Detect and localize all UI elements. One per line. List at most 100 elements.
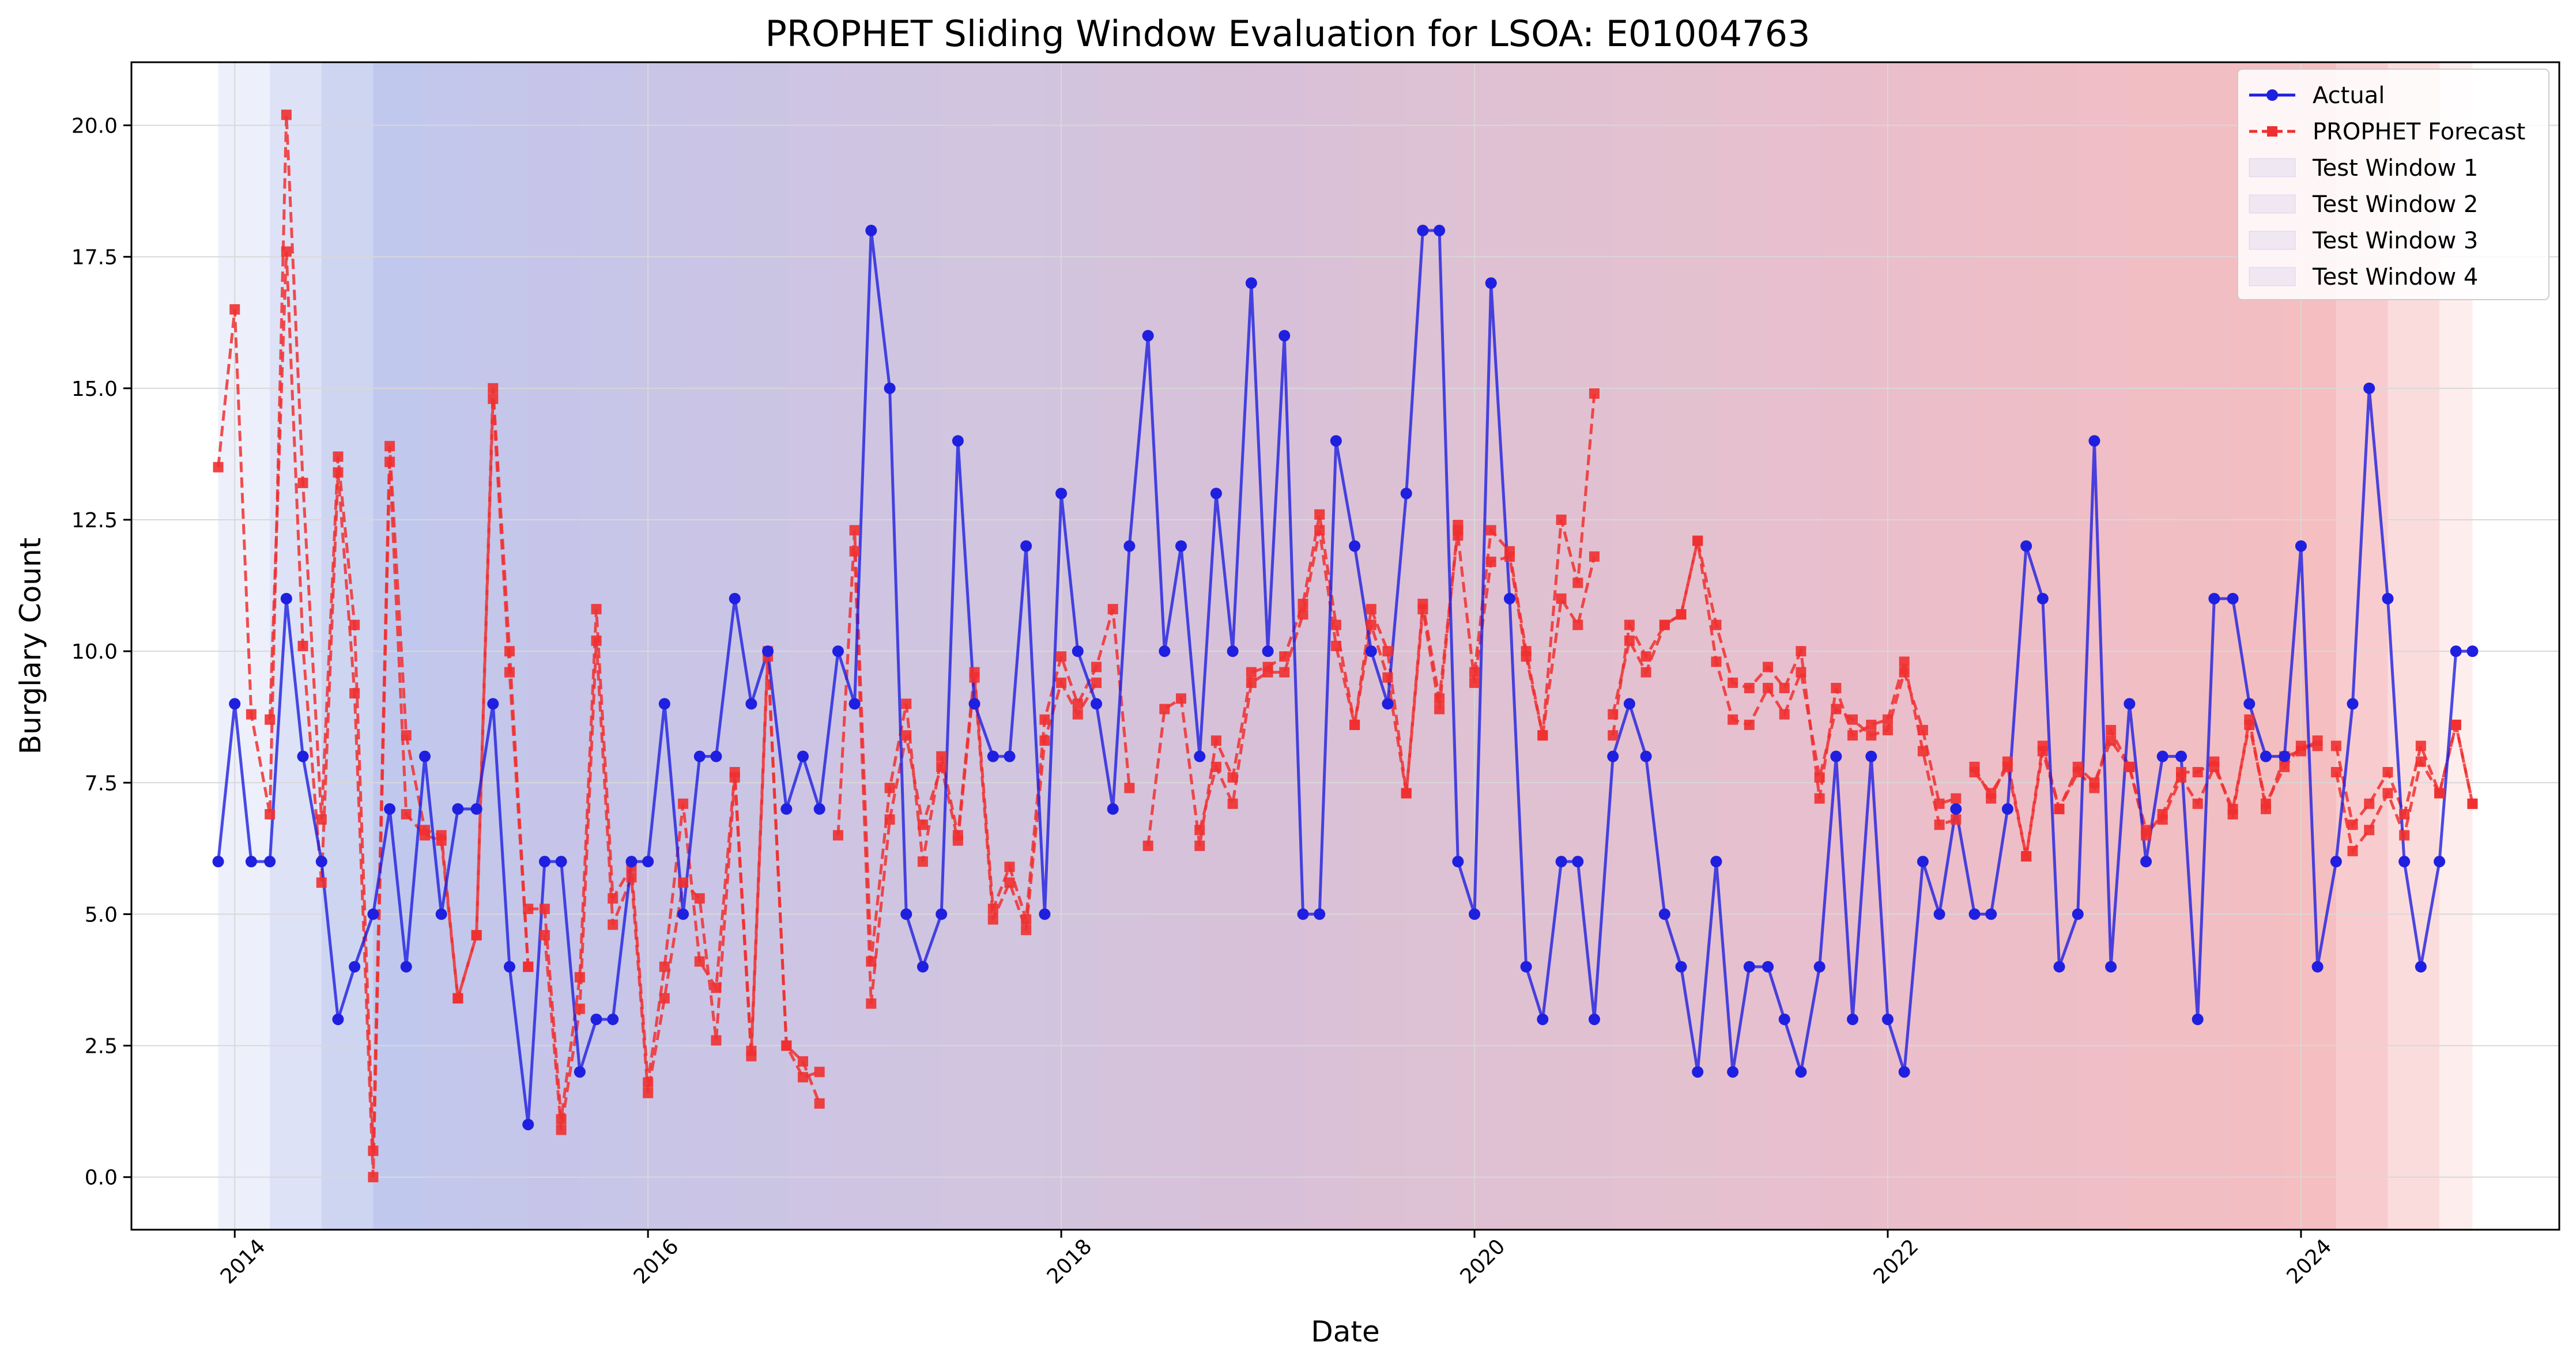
actual-point <box>2311 961 2324 973</box>
legend-swatch-window <box>2249 230 2296 250</box>
forecast-point <box>1314 509 1325 520</box>
forecast-point <box>384 441 395 452</box>
actual-point <box>2001 803 2013 815</box>
forecast-point <box>1951 793 1962 804</box>
actual-point <box>865 225 877 237</box>
forecast-point <box>1969 761 1980 772</box>
actual-point <box>212 856 224 868</box>
forecast-point <box>2330 740 2341 751</box>
forecast-point <box>1176 693 1187 704</box>
actual-point <box>1245 277 1257 289</box>
forecast-point <box>901 730 912 741</box>
actual-point <box>1623 698 1635 710</box>
forecast-point <box>1107 604 1118 615</box>
actual-point <box>522 1118 534 1131</box>
x-axis-title: Date <box>1311 1315 1380 1348</box>
legend-box <box>2237 69 2549 300</box>
forecast-point <box>1572 619 1583 630</box>
actual-point <box>2415 961 2427 973</box>
actual-point <box>1898 1066 1910 1078</box>
actual-point <box>607 1013 619 1025</box>
actual-point <box>1985 908 1997 920</box>
actual-point <box>1572 856 1584 868</box>
forecast-point <box>1882 725 1893 736</box>
forecast-point <box>987 914 998 925</box>
actual-point <box>1485 277 1497 289</box>
forecast-point <box>401 730 412 741</box>
y-tick-label: 2.5 <box>85 1035 118 1059</box>
actual-point <box>658 698 670 710</box>
actual-point <box>2140 856 2152 868</box>
forecast-point <box>368 1146 379 1157</box>
actual-point <box>2330 856 2342 868</box>
forecast-point <box>1194 840 1205 851</box>
actual-point <box>1091 698 1103 710</box>
forecast-point <box>1262 667 1273 678</box>
forecast-point <box>436 835 447 846</box>
forecast-point <box>2124 761 2135 772</box>
forecast-point <box>1608 730 1619 741</box>
actual-point <box>1537 1013 1549 1025</box>
forecast-point <box>1382 646 1393 657</box>
forecast-point <box>1831 704 1842 715</box>
forecast-point <box>384 456 395 467</box>
actual-point <box>1727 1066 1739 1078</box>
actual-point <box>1278 330 1291 342</box>
forecast-point <box>1744 719 1755 730</box>
actual-point <box>642 856 654 868</box>
actual-point <box>2295 540 2307 552</box>
actual-point <box>264 856 276 868</box>
forecast-point <box>1796 667 1806 678</box>
actual-point <box>1107 803 1119 815</box>
actual-point <box>1950 803 1962 815</box>
forecast-point <box>1382 672 1393 683</box>
actual-point <box>1675 961 1687 973</box>
legend-label: Test Window 1 <box>2312 155 2478 182</box>
forecast-point <box>265 714 276 725</box>
forecast-point <box>333 451 344 462</box>
forecast-point <box>917 856 928 867</box>
forecast-point <box>917 819 928 830</box>
forecast-point <box>1676 609 1687 620</box>
forecast-point <box>2089 777 2100 788</box>
actual-point <box>710 750 722 762</box>
actual-point <box>1382 698 1394 710</box>
forecast-point <box>591 635 602 646</box>
actual-point <box>470 803 482 815</box>
actual-point <box>1400 488 1412 500</box>
forecast-point <box>1624 619 1635 630</box>
forecast-point <box>814 1098 825 1109</box>
forecast-point <box>2415 740 2426 751</box>
forecast-point <box>2330 767 2341 778</box>
actual-point <box>917 961 929 973</box>
forecast-point <box>2467 798 2478 809</box>
forecast-point <box>2106 725 2117 736</box>
y-tick-label: 15.0 <box>71 377 118 401</box>
forecast-point <box>574 972 585 982</box>
forecast-point <box>1021 914 1032 925</box>
actual-point <box>729 592 741 604</box>
actual-point <box>2124 698 2136 710</box>
actual-point <box>780 803 793 815</box>
forecast-point <box>1882 714 1893 725</box>
actual-point <box>745 698 757 710</box>
forecast-point <box>401 809 412 820</box>
actual-point <box>1194 750 1206 762</box>
forecast-point <box>281 109 292 120</box>
forecast-point <box>1899 667 1910 678</box>
actual-point <box>1607 750 1619 762</box>
forecast-point <box>1556 593 1567 604</box>
legend-swatch-window <box>2249 194 2296 214</box>
forecast-point <box>1744 683 1755 694</box>
actual-point <box>1039 908 1051 920</box>
actual-point <box>1262 645 1274 657</box>
legend-swatch-window <box>2249 158 2296 177</box>
actual-point <box>1503 592 1515 604</box>
forecast-point <box>626 872 637 883</box>
actual-point <box>813 803 825 815</box>
y-tick-label: 5.0 <box>85 903 118 927</box>
actual-point <box>2260 750 2272 762</box>
forecast-point <box>2434 788 2445 799</box>
actual-point <box>936 908 948 920</box>
forecast-point <box>969 672 980 683</box>
